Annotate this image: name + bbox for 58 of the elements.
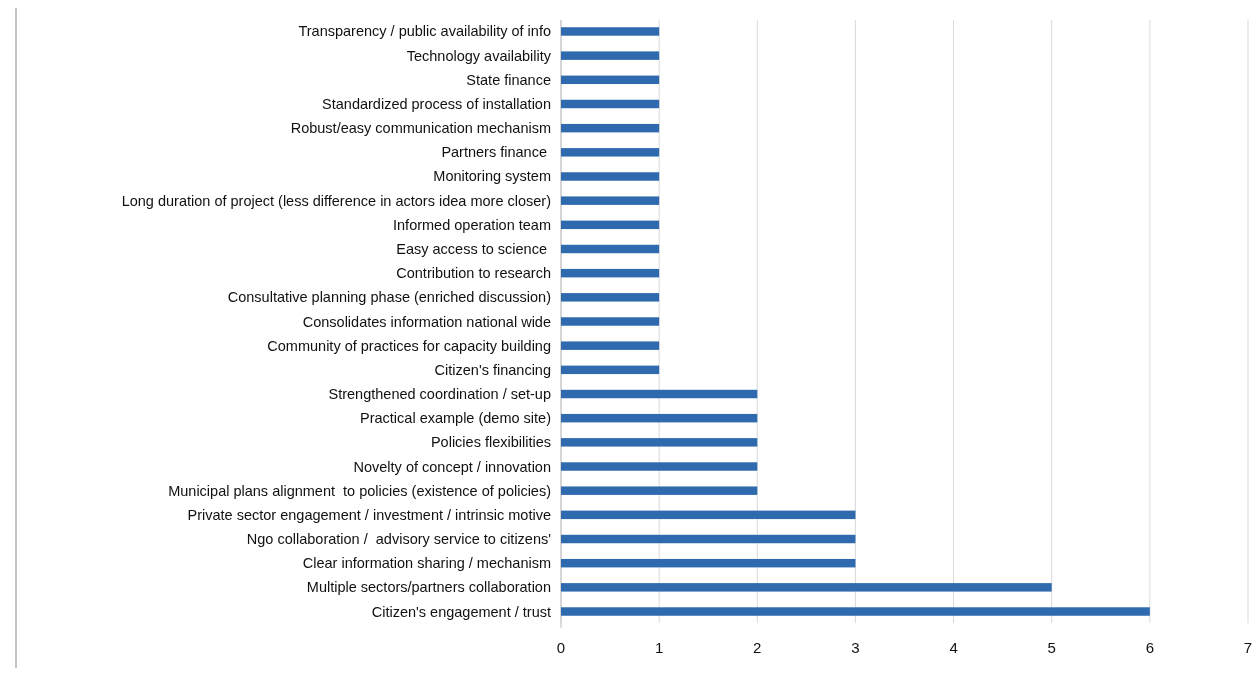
x-tick-label: 1	[654, 639, 664, 656]
y-tick-label: Easy access to science	[396, 240, 551, 257]
x-tick-label: 2	[753, 639, 762, 656]
bar	[561, 486, 758, 495]
y-tick-label: Citizen's financing	[434, 361, 551, 378]
bar	[561, 293, 660, 302]
y-tick-label: Municipal plans alignment to policies (existence of policies)	[168, 482, 551, 499]
y-tick-label: Citizen's engagement / trust	[371, 603, 551, 620]
y-tick-label: Community of practices for capacity building	[267, 337, 551, 354]
bar	[561, 462, 758, 471]
bar	[561, 27, 660, 36]
y-tick-label: Policies flexibilities	[430, 434, 551, 451]
bar	[561, 341, 660, 350]
y-tick-label: Long duration of project (less difference in actors idea more closer)	[121, 192, 551, 209]
y-tick-label: Multiple sectors/partners collaboration	[306, 579, 551, 596]
bar	[561, 148, 660, 157]
bar	[561, 438, 758, 447]
bar	[561, 220, 660, 230]
bar	[561, 75, 660, 85]
bar	[561, 123, 660, 133]
bar	[561, 99, 660, 109]
y-tick-label: Technology availability	[406, 47, 552, 64]
y-tick-label: Transparency / public availability of info	[298, 23, 551, 40]
y-tick-label: Private sector engagement / investment / intrinsic motive	[187, 506, 551, 523]
y-tick-label: Robust/easy communication mechanism	[290, 120, 551, 137]
bar	[561, 268, 660, 278]
bar	[561, 172, 660, 181]
x-tick-label: 7	[1243, 639, 1253, 656]
y-tick-label: Ngo collaboration / advisory service to citizens'	[246, 531, 552, 548]
y-tick-label: Contribution to research	[396, 265, 551, 282]
y-tick-label: Monitoring system	[433, 168, 551, 185]
y-tick-label: Clear information sharing / mechanism	[302, 555, 551, 572]
y-tick-label: Standardized process of installation	[322, 95, 551, 112]
x-tick-label: 6	[1145, 639, 1155, 656]
y-tick-label: Partners finance	[441, 144, 551, 161]
y-tick-label: State finance	[466, 71, 551, 88]
bar	[561, 558, 856, 568]
y-tick-label: Informed operation team	[393, 216, 551, 233]
bar	[561, 365, 660, 375]
bar	[561, 510, 856, 520]
x-tick-label: 3	[851, 639, 860, 656]
y-tick-label: Strengthened coordination / set-up	[328, 386, 551, 403]
bar	[561, 51, 660, 60]
x-tick-label: 4	[949, 639, 958, 656]
x-tick-label: 0	[556, 639, 566, 656]
x-tick-label: 5	[1047, 639, 1056, 656]
y-tick-label: Novelty of concept / innovation	[353, 458, 551, 475]
y-tick-label: Consolidates information national wide	[302, 313, 551, 330]
bar	[561, 583, 1052, 592]
bar	[561, 244, 660, 254]
bar	[561, 607, 1150, 616]
bar	[561, 317, 660, 326]
bar	[561, 389, 758, 399]
y-tick-label: Consultative planning phase (enriched discussion)	[227, 289, 551, 306]
bar	[561, 196, 660, 205]
y-tick-label: Practical example (demo site)	[360, 410, 551, 427]
bar	[561, 534, 856, 544]
bar	[561, 413, 758, 423]
